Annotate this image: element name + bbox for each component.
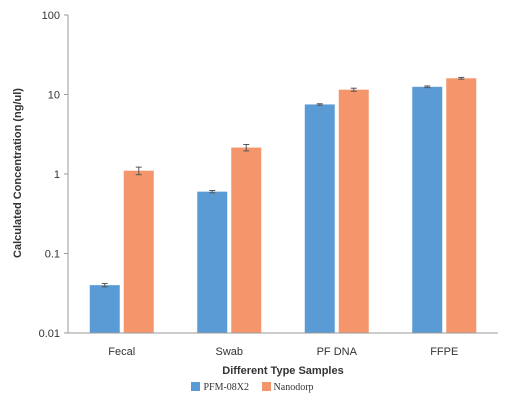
y-tick-label: 0.01 xyxy=(39,328,60,340)
legend-item-series-1: PFM-08X2 xyxy=(191,382,249,393)
error-bar xyxy=(316,103,323,106)
error-bar xyxy=(424,85,431,89)
y-tick-label: 10 xyxy=(48,90,60,102)
legend-swatch-series-1 xyxy=(191,382,201,392)
bar-series-2 xyxy=(338,89,369,333)
legend-item-series-2: Nanodorp xyxy=(261,382,314,394)
error-bar xyxy=(458,76,465,80)
bars xyxy=(89,76,477,333)
error-bar xyxy=(350,87,357,92)
bar-series-2 xyxy=(123,170,154,333)
bar-series-1 xyxy=(197,191,228,333)
legend-swatch-series-2 xyxy=(261,382,271,392)
bar-series-1 xyxy=(304,104,335,333)
legend-label-series-1: PFM-08X2 xyxy=(203,382,250,394)
legend-label-series-2: Nanodorp xyxy=(273,382,314,394)
bar-series-1 xyxy=(89,285,120,333)
y-tick-label: 0.1 xyxy=(45,249,60,261)
y-axis: 0.01 0.1 1 10 100 xyxy=(39,10,69,340)
y-tick-label: 100 xyxy=(42,10,60,22)
error-bar xyxy=(135,166,142,176)
y-tick-label: 1 xyxy=(54,169,60,181)
legend: PFM-08X2 Nanodorp xyxy=(0,382,505,393)
x-axis: Fecal Swab PF DNA FFPE xyxy=(68,332,498,358)
x-tick-label: FFPE xyxy=(430,346,458,358)
y-axis-title: Calculated Concentration (ng/ul) xyxy=(12,88,24,258)
bar-series-2 xyxy=(446,78,477,333)
x-axis-title: Different Type Samples xyxy=(222,365,343,377)
error-bar xyxy=(209,190,216,194)
bar-series-2 xyxy=(231,147,262,333)
x-tick-label: PF DNA xyxy=(317,346,358,358)
x-tick-label: Swab xyxy=(215,346,243,358)
bar-series-1 xyxy=(412,86,443,333)
error-bar xyxy=(101,282,108,288)
error-bar xyxy=(243,144,250,152)
x-tick-label: Fecal xyxy=(108,346,135,358)
